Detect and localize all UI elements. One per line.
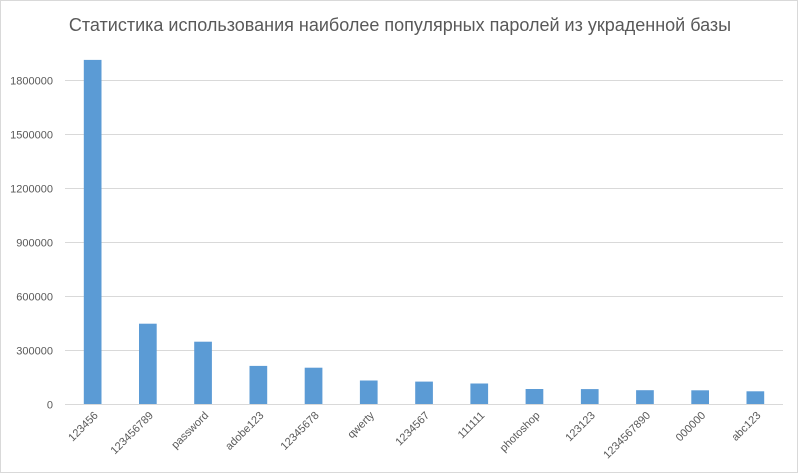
- y-tick-label: 900000: [16, 238, 53, 250]
- bar-password: [194, 341, 212, 404]
- x-category-label: 123456: [66, 410, 100, 444]
- x-category-label: adobe123: [223, 410, 266, 453]
- bar-abc123: [746, 391, 765, 404]
- bars: [83, 59, 765, 405]
- y-tick-label: 300000: [16, 346, 53, 358]
- bar-photoshop: [525, 389, 544, 404]
- x-category-label: 1234567: [393, 410, 432, 449]
- y-tick-label: 1500000: [10, 130, 53, 142]
- gridlines: [65, 80, 783, 405]
- bar-1234567890: [636, 390, 654, 404]
- x-category-label: 1234567890: [601, 410, 653, 462]
- chart-title: Статистика использования наиболее популя…: [69, 15, 731, 35]
- x-category-label: 123456789: [109, 410, 156, 457]
- x-axis-category-labels: 123456 123456789 password adobe123 12345678 q…: [66, 409, 763, 461]
- bar-000000: [691, 390, 709, 404]
- y-tick-label: 1800000: [10, 76, 53, 88]
- y-tick-label: 600000: [16, 292, 53, 304]
- x-category-label: 111111: [456, 410, 488, 442]
- bar-1234567: [415, 381, 433, 404]
- x-category-label: 12345678: [279, 410, 322, 453]
- x-category-label: password: [169, 410, 211, 452]
- bar-123456789: [139, 323, 157, 404]
- bar-12345678: [304, 367, 323, 404]
- bar-123456: [83, 59, 102, 405]
- y-tick-label: 0: [47, 400, 53, 412]
- bar-123123: [580, 389, 599, 404]
- x-category-label: abc123: [729, 410, 763, 444]
- bar-111111: [470, 383, 489, 404]
- bar-qwerty: [359, 380, 378, 404]
- y-tick-label: 1200000: [10, 184, 53, 196]
- x-category-label: 123123: [563, 410, 597, 444]
- y-axis-tick-labels: 0 300000 600000 900000 1200000 1500000 1800000: [10, 76, 53, 412]
- x-category-label: qwerty: [345, 409, 377, 441]
- x-category-label: 000000: [674, 410, 708, 444]
- bar-adobe123: [249, 365, 268, 404]
- x-category-label: photoshop: [498, 410, 543, 455]
